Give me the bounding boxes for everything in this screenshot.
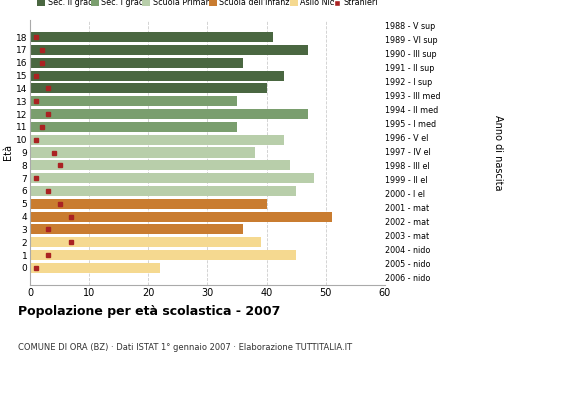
- Text: 1993 - III med: 1993 - III med: [385, 92, 441, 101]
- Text: 1998 - III el: 1998 - III el: [385, 162, 430, 171]
- Text: 1989 - VI sup: 1989 - VI sup: [385, 36, 438, 46]
- Bar: [30, 122, 237, 132]
- Bar: [30, 212, 332, 222]
- Bar: [30, 135, 284, 145]
- Text: 1992 - I sup: 1992 - I sup: [385, 78, 432, 87]
- Text: 2006 - nido: 2006 - nido: [385, 274, 430, 282]
- Text: Popolazione per età scolastica - 2007: Popolazione per età scolastica - 2007: [19, 305, 281, 318]
- Text: 2003 - mat: 2003 - mat: [385, 232, 429, 241]
- Text: 2001 - mat: 2001 - mat: [385, 204, 429, 213]
- Bar: [30, 96, 237, 106]
- Bar: [30, 160, 291, 170]
- Bar: [30, 83, 267, 93]
- Text: 2000 - I el: 2000 - I el: [385, 190, 425, 199]
- Text: 1994 - II med: 1994 - II med: [385, 106, 438, 115]
- Text: 1995 - I med: 1995 - I med: [385, 120, 436, 129]
- Text: 2004 - nido: 2004 - nido: [385, 246, 430, 255]
- Y-axis label: Età: Età: [3, 144, 13, 160]
- Bar: [30, 32, 273, 42]
- Bar: [30, 70, 284, 80]
- Text: 1991 - II sup: 1991 - II sup: [385, 64, 434, 73]
- Bar: [30, 109, 308, 119]
- Bar: [30, 148, 255, 158]
- Text: COMUNE DI ORA (BZ) · Dati ISTAT 1° gennaio 2007 · Elaborazione TUTTITALIA.IT: COMUNE DI ORA (BZ) · Dati ISTAT 1° genna…: [19, 343, 353, 352]
- Bar: [30, 58, 243, 68]
- Bar: [30, 45, 308, 55]
- Text: 2002 - mat: 2002 - mat: [385, 218, 429, 227]
- Text: 1999 - II el: 1999 - II el: [385, 176, 427, 185]
- Bar: [30, 186, 296, 196]
- Text: 2005 - nido: 2005 - nido: [385, 260, 430, 268]
- Bar: [30, 263, 160, 273]
- Text: 1997 - IV el: 1997 - IV el: [385, 148, 431, 157]
- Text: 1996 - V el: 1996 - V el: [385, 134, 429, 143]
- Text: Anno di nascita: Anno di nascita: [493, 115, 503, 190]
- Text: 1988 - V sup: 1988 - V sup: [385, 22, 436, 32]
- Bar: [30, 224, 243, 234]
- Bar: [30, 250, 296, 260]
- Legend: Sec. II grado, Sec. I grado, Scuola Primaria, Scuola dell'Infanzia, Asilo Nido, : Sec. II grado, Sec. I grado, Scuola Prim…: [34, 0, 381, 11]
- Bar: [30, 173, 314, 183]
- Bar: [30, 199, 267, 209]
- Bar: [30, 237, 261, 247]
- Text: 1990 - III sup: 1990 - III sup: [385, 50, 437, 59]
